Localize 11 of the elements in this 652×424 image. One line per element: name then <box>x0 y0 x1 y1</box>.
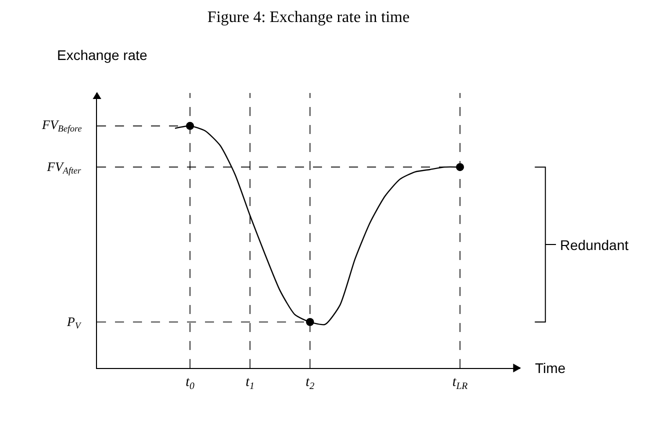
x-tick-label: t$_{1}$ <box>246 374 254 392</box>
chart-title: Figure 4: Exchange rate in time <box>207 8 410 26</box>
x-tick-label: t$_{0}$ <box>186 374 194 392</box>
y-axis-title: Exchange rate <box>57 47 148 63</box>
text: Redundant <box>560 237 629 253</box>
ref-line-label: P$_{V}$ <box>66 314 82 331</box>
ref-line-label: FV$_{Before}$ <box>41 117 82 134</box>
x-tick-label: t$_{2}$ <box>306 374 314 392</box>
x-axis-title: Time <box>535 360 566 376</box>
x-tick-label: t$_{LR}$ <box>452 374 468 392</box>
ref-line-label: FV$_{After}$ <box>46 159 82 176</box>
